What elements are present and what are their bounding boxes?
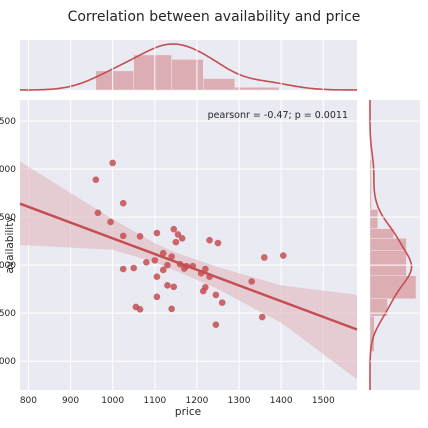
x-tick-label: 1500 — [312, 396, 335, 406]
x-tick-label: 1100 — [143, 396, 166, 406]
scatter-point — [172, 238, 180, 246]
scatter-point — [197, 270, 205, 277]
right-marginal-histogram — [369, 100, 417, 390]
scatter-point — [214, 239, 222, 247]
scatter-point — [212, 321, 220, 329]
scatter-point — [212, 291, 220, 299]
y-tick-label: 3000 — [0, 165, 16, 175]
x-tick-label: 1200 — [185, 396, 208, 406]
scatter-point — [170, 225, 178, 233]
x-hist-bar — [171, 59, 204, 91]
y-tick-label: 3500 — [0, 117, 16, 127]
scatter-point — [159, 249, 167, 257]
pearson-annotation: pearsonr = -0.47; p = 0.0011 — [208, 110, 348, 121]
confidence-band — [20, 161, 357, 380]
x-hist-bar — [202, 78, 236, 91]
x-tick-label: 1300 — [228, 396, 251, 406]
chart-title: Correlation between availability and pri… — [68, 9, 361, 25]
scatter-point — [107, 218, 114, 226]
y-hist-bar — [369, 228, 394, 239]
top-marginal-histogram — [19, 43, 358, 91]
scatter-point — [143, 258, 150, 266]
y-hist-bar — [369, 209, 379, 229]
scatter-point — [174, 231, 182, 238]
scatter-point — [159, 266, 167, 274]
scatter-point — [164, 282, 171, 289]
scatter-point — [279, 252, 287, 259]
y-tick-label: 1500 — [0, 309, 16, 319]
x-hist-bar — [234, 87, 280, 91]
scatter-point — [170, 283, 178, 291]
x-tick-label: 1400 — [270, 396, 293, 406]
scatter-point — [153, 273, 161, 280]
scatter-point — [206, 273, 213, 280]
scatter-point — [176, 260, 184, 268]
scatter-point — [130, 264, 138, 272]
scatter-point — [168, 305, 175, 313]
x-tick-label: 1000 — [101, 396, 124, 406]
scatter-point — [109, 159, 116, 167]
y-hist-bar — [369, 275, 417, 300]
scatter-point — [119, 232, 127, 240]
y-axis-label: availability — [4, 216, 16, 273]
scatter-point — [136, 233, 144, 240]
y-hist-bar — [369, 159, 372, 210]
scatter-point — [168, 253, 175, 260]
x-kde-curve — [19, 43, 358, 91]
y-kde-curve — [369, 100, 413, 390]
scatter-point — [258, 313, 266, 321]
confidence-band-layer — [20, 161, 357, 380]
scatter-point — [178, 234, 186, 242]
scatter-point — [92, 176, 100, 184]
scatter-point — [206, 236, 213, 244]
tick-labels: 800 900 1000 1100 1200 1300 1400 1500 1000 1500 20… — [0, 117, 335, 406]
scatter-point — [119, 199, 127, 207]
scatter-point — [153, 229, 161, 237]
scatter-point — [248, 278, 255, 285]
scatter-points — [92, 159, 287, 329]
x-hist-bar — [133, 54, 172, 91]
scatter-point — [94, 209, 102, 217]
scatter-point — [151, 257, 159, 264]
scatter-point — [218, 299, 226, 306]
scatter-point — [261, 254, 268, 261]
y-tick-label: 2500 — [0, 213, 16, 223]
scatter-point — [189, 262, 197, 270]
scatter-point — [180, 265, 188, 272]
y-tick-label: 2000 — [0, 261, 16, 271]
scatter-point — [202, 265, 209, 273]
x-axis-label: price — [175, 406, 201, 418]
scatter-point — [136, 306, 144, 313]
x-tick-label: 800 — [20, 396, 37, 406]
scatter-point — [119, 265, 127, 273]
scatter-point — [164, 261, 171, 269]
y-tick-label: 1000 — [0, 357, 16, 367]
scatter-point — [199, 287, 207, 295]
scatter-point — [153, 293, 161, 301]
y-hist-bar — [369, 250, 407, 276]
x-tick-label: 900 — [62, 396, 79, 406]
